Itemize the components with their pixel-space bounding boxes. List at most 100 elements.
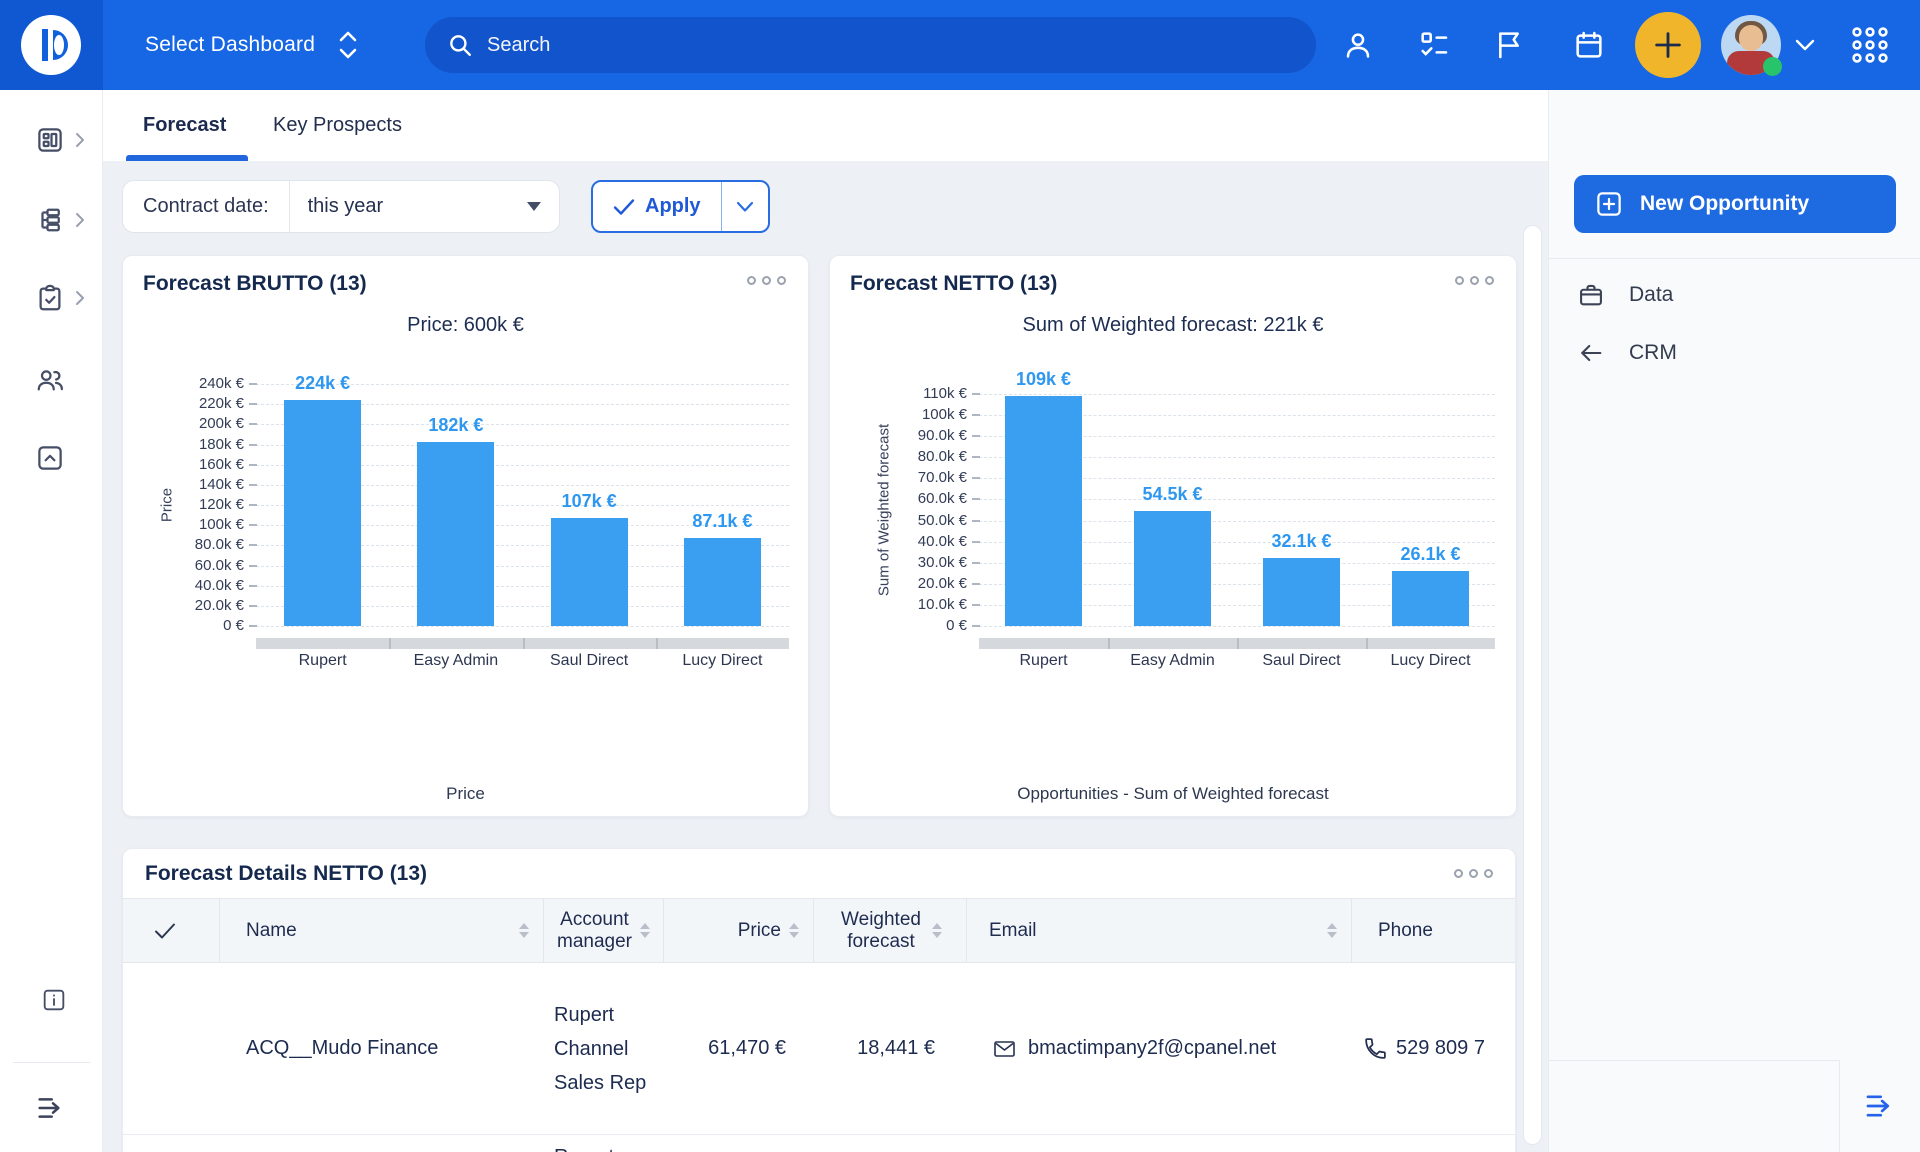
y-tick-label: 110k € <box>830 385 967 402</box>
dashboard-selector-label: Select Dashboard <box>145 33 315 57</box>
dashboard-selector[interactable]: Select Dashboard <box>145 0 359 90</box>
panel-item-crm[interactable]: CRM <box>1549 328 1920 378</box>
chart-bar[interactable] <box>284 400 361 626</box>
apply-button[interactable]: Apply <box>591 180 770 233</box>
sort-icon[interactable] <box>789 923 799 938</box>
column-header-name[interactable]: Name <box>219 899 543 962</box>
cell-name[interactable]: ACQ__Mudo Finance <box>219 963 543 1134</box>
axis-tick <box>972 541 980 543</box>
date-range-select[interactable]: this year <box>290 195 559 218</box>
chart-bar[interactable] <box>1005 396 1082 626</box>
x-category-label: Saul Direct <box>1227 652 1377 670</box>
x-category-label: Rupert <box>969 652 1119 670</box>
tab-key-prospects[interactable]: Key Prospects <box>273 90 402 161</box>
expand-panel-button[interactable] <box>1855 1086 1905 1126</box>
forecast-brutto-card: Forecast BRUTTO (13) Price: 600k € Price… <box>122 255 809 817</box>
sort-icon[interactable] <box>519 923 529 938</box>
column-header-email[interactable]: Email <box>966 899 1351 962</box>
tab-key-prospects-label: Key Prospects <box>273 114 402 137</box>
y-tick-label: 20.0k € <box>123 597 244 614</box>
axis-tick <box>249 544 257 546</box>
chart-bar[interactable] <box>417 442 494 626</box>
axis-tick <box>972 477 980 479</box>
sidebar-item-info[interactable] <box>0 972 103 1028</box>
axis-tick <box>249 585 257 587</box>
grid-dots-icon <box>1848 23 1892 67</box>
flag-icon <box>1493 29 1525 61</box>
global-search[interactable] <box>425 17 1316 73</box>
sidebar-item-pipeline[interactable] <box>0 192 103 248</box>
tab-forecast[interactable]: Forecast <box>143 90 226 161</box>
check-icon <box>613 198 635 216</box>
chevron-right-icon <box>75 132 85 148</box>
sidebar-item-contacts[interactable] <box>0 352 103 408</box>
app-logo[interactable] <box>19 13 83 77</box>
chart-bar[interactable] <box>684 538 761 626</box>
new-opportunity-button[interactable]: New Opportunity <box>1574 175 1896 233</box>
plus-icon <box>1651 28 1685 62</box>
table-row-partial[interactable]: Rupert <box>123 1135 1515 1152</box>
forecast-details-card: Forecast Details NETTO (13) Name Account… <box>122 848 1516 1152</box>
chart-bar[interactable] <box>1392 571 1469 626</box>
axis-tick <box>972 456 980 458</box>
y-tick-label: 100k € <box>830 406 967 423</box>
account-menu-button[interactable] <box>1785 0 1825 90</box>
y-tick-label: 120k € <box>123 496 244 513</box>
left-sidebar <box>0 90 103 1152</box>
column-header-account-manager[interactable]: Account manager <box>543 899 663 962</box>
chart-bar[interactable] <box>1263 558 1340 626</box>
contacts-button[interactable] <box>1330 0 1386 90</box>
axis-tick <box>249 423 257 425</box>
column-header-weighted-forecast[interactable]: Weighted forecast <box>813 899 966 962</box>
search-input[interactable] <box>487 34 1247 57</box>
sort-icon[interactable] <box>1327 923 1337 938</box>
sidebar-item-import[interactable] <box>0 430 103 486</box>
bar-value-label: 224k € <box>253 373 393 394</box>
table-row[interactable]: ACQ__Mudo Finance Rupert Channel Sales R… <box>123 963 1515 1135</box>
row-checkbox-cell[interactable] <box>123 1135 219 1152</box>
new-opportunity-label: New Opportunity <box>1640 192 1809 216</box>
person-icon <box>1342 29 1374 61</box>
select-all-header[interactable] <box>123 899 219 962</box>
table-title: Forecast Details NETTO (13) <box>145 862 427 886</box>
sidebar-item-activities[interactable] <box>0 270 103 326</box>
column-header-price[interactable]: Price <box>663 899 813 962</box>
y-tick-label: 40.0k € <box>123 577 244 594</box>
bar-value-label: 87.1k € <box>652 511 792 532</box>
expand-sidebar-icon <box>35 1092 67 1124</box>
sidebar-divider <box>13 1062 90 1063</box>
y-tick-label: 240k € <box>123 375 244 392</box>
bar-value-label: 32.1k € <box>1232 531 1372 552</box>
cell-email[interactable]: bmactimpany2f@cpanel.net <box>966 963 1351 1134</box>
phone-icon <box>1363 1036 1388 1061</box>
quick-add-button[interactable] <box>1635 12 1701 78</box>
cell-phone[interactable]: 529 809 7 <box>1351 963 1515 1134</box>
vertical-scrollbar[interactable] <box>1523 225 1542 1145</box>
bar-value-label: 109k € <box>974 369 1114 390</box>
sidebar-item-dashboards[interactable] <box>0 112 103 168</box>
y-tick-label: 90.0k € <box>830 427 967 444</box>
apply-dropdown[interactable] <box>722 182 768 231</box>
box-chevron-up-icon <box>35 443 65 473</box>
tasks-button[interactable] <box>1406 0 1462 90</box>
plus-square-icon <box>1594 189 1624 219</box>
panel-item-data[interactable]: Data <box>1549 270 1920 320</box>
flags-button[interactable] <box>1481 0 1537 90</box>
row-checkbox-cell[interactable] <box>123 963 219 1134</box>
column-header-phone[interactable]: Phone <box>1351 899 1515 962</box>
sort-icon[interactable] <box>932 923 942 938</box>
axis-tick <box>972 562 980 564</box>
table-menu-button[interactable] <box>1454 869 1493 878</box>
sort-icon[interactable] <box>640 923 650 938</box>
apply-label: Apply <box>645 195 701 218</box>
axis-tick <box>972 583 980 585</box>
chart-bar[interactable] <box>551 518 628 626</box>
axis-strip-separator <box>1366 638 1368 649</box>
apps-grid-button[interactable] <box>1842 0 1898 90</box>
cell-account-manager: Rupert Channel Sales Rep <box>543 963 663 1134</box>
calendar-button[interactable] <box>1561 0 1617 90</box>
axis-tick <box>972 435 980 437</box>
sidebar-expand-button[interactable] <box>0 1080 103 1136</box>
chart-bar[interactable] <box>1134 511 1211 626</box>
table-header-row: Name Account manager Price Weighted fore… <box>123 898 1515 963</box>
